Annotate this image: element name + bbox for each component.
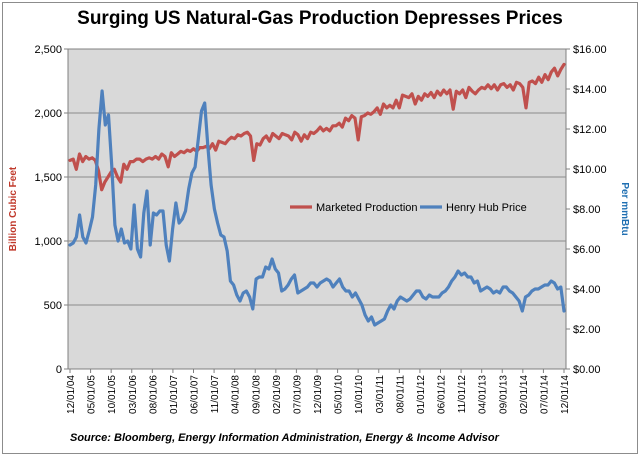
x-tick-label: 08/01/06	[148, 375, 159, 414]
x-tick-label: 03/01/06	[128, 375, 139, 414]
x-tick-label: 08/01/11	[395, 375, 406, 414]
x-tick-label: 09/01/13	[498, 375, 509, 414]
x-tick-label: 07/01/14	[539, 375, 550, 414]
x-tick-label: 09/01/08	[251, 375, 262, 414]
right-tick-label: $10.00	[573, 164, 607, 176]
right-tick-label: $16.00	[573, 44, 607, 56]
series-lines	[68, 62, 566, 327]
x-tick-label: 04/01/13	[478, 375, 489, 414]
x-tick-label: 06/01/12	[437, 375, 448, 414]
x-tick-label: 07/01/09	[292, 375, 303, 414]
left-tick-label: 2,500	[34, 44, 62, 56]
left-axis-title: Billion Cubic Feet	[8, 166, 19, 251]
plot-area	[67, 48, 567, 370]
left-tick-label: 0	[56, 364, 62, 376]
x-tick-label: 05/01/05	[87, 375, 98, 414]
right-tick-label: $2.00	[573, 324, 601, 336]
x-tick-label: 06/01/07	[190, 375, 201, 414]
x-tick-label: 03/01/11	[375, 375, 386, 414]
x-tick-label: 10/01/05	[107, 375, 118, 414]
left-tick-label: 500	[44, 300, 62, 312]
left-tick-label: 1,000	[34, 236, 62, 248]
x-tick-label: 12/01/14	[560, 375, 571, 414]
right-tick-label: $8.00	[573, 204, 601, 216]
marketed-production-line	[68, 62, 566, 192]
right-tick-label: $6.00	[573, 244, 601, 256]
right-axis-title: Per mmBtu	[619, 182, 630, 235]
x-tick-label: 01/01/12	[416, 375, 427, 414]
legend: Marketed Production Henry Hub Price	[290, 202, 527, 214]
left-tick-label: 2,000	[34, 108, 62, 120]
x-tick-label: 02/01/09	[272, 375, 283, 414]
x-tick-label: 02/01/14	[519, 375, 530, 414]
x-tick-label: 11/01/12	[457, 375, 468, 414]
legend-label-price: Henry Hub Price	[446, 202, 527, 214]
left-axis-ticks: 0 500 1,000 1,500 2,000 2,500	[34, 44, 68, 376]
right-tick-label: $12.00	[573, 124, 607, 136]
henry-hub-price-line	[68, 89, 566, 327]
x-tick-label: 10/01/10	[354, 375, 365, 414]
right-tick-label: $0.00	[573, 364, 601, 376]
x-tick-label: 05/01/10	[334, 375, 345, 414]
x-tick-label: 01/01/07	[169, 375, 180, 414]
right-tick-label: $4.00	[573, 284, 601, 296]
right-tick-label: $14.00	[573, 84, 607, 96]
x-tick-label: 04/01/08	[231, 375, 242, 414]
legend-label-production: Marketed Production	[316, 202, 418, 214]
left-tick-label: 1,500	[34, 172, 62, 184]
x-tick-label: 12/01/04	[66, 375, 77, 414]
source-note: Source: Bloomberg, Energy Information Ad…	[70, 432, 499, 444]
x-tick-label: 12/01/09	[313, 375, 324, 414]
chart-title: Surging US Natural-Gas Production Depres…	[77, 8, 563, 29]
right-axis-ticks: $0.00 $2.00 $4.00 $6.00 $8.00 $10.00 $12.00 $14…	[566, 44, 607, 376]
x-tick-label: 11/01/07	[210, 375, 221, 414]
x-axis-ticks: 12/01/04 05/01/05 10/01/05 03/01/06 08/01/06…	[66, 369, 571, 414]
